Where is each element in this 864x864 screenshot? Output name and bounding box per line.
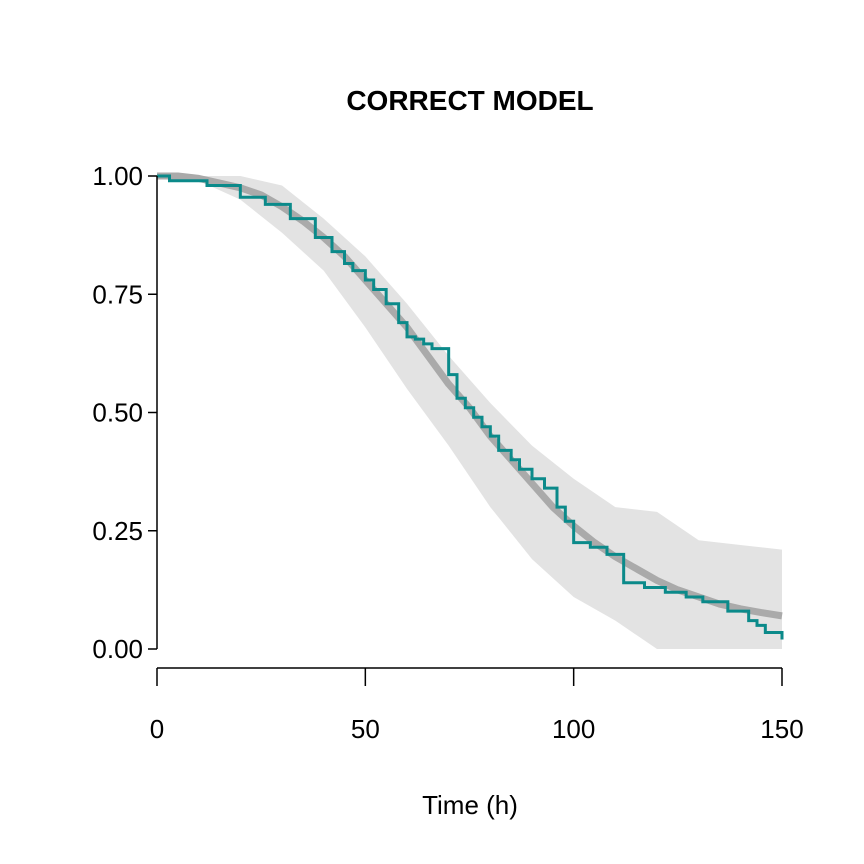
y-tick-label: 0.50	[92, 398, 143, 428]
chart-title: CORRECT MODEL	[346, 85, 593, 116]
y-tick-label: 0.25	[92, 516, 143, 546]
y-tick-label: 0.75	[92, 279, 143, 309]
x-axis-title: Time (h)	[422, 790, 518, 820]
x-tick-label: 100	[552, 714, 595, 744]
y-tick-label: 0.00	[92, 634, 143, 664]
x-tick-label: 150	[760, 714, 803, 744]
axes: 0.00 0.25 0.50 0.75 1.00 0 50 100 150	[92, 161, 803, 744]
x-tick-label: 0	[150, 714, 164, 744]
plot-area	[157, 172, 784, 649]
x-tick-label: 50	[351, 714, 380, 744]
y-tick-label: 1.00	[92, 161, 143, 191]
observed-survival-line	[157, 174, 784, 640]
